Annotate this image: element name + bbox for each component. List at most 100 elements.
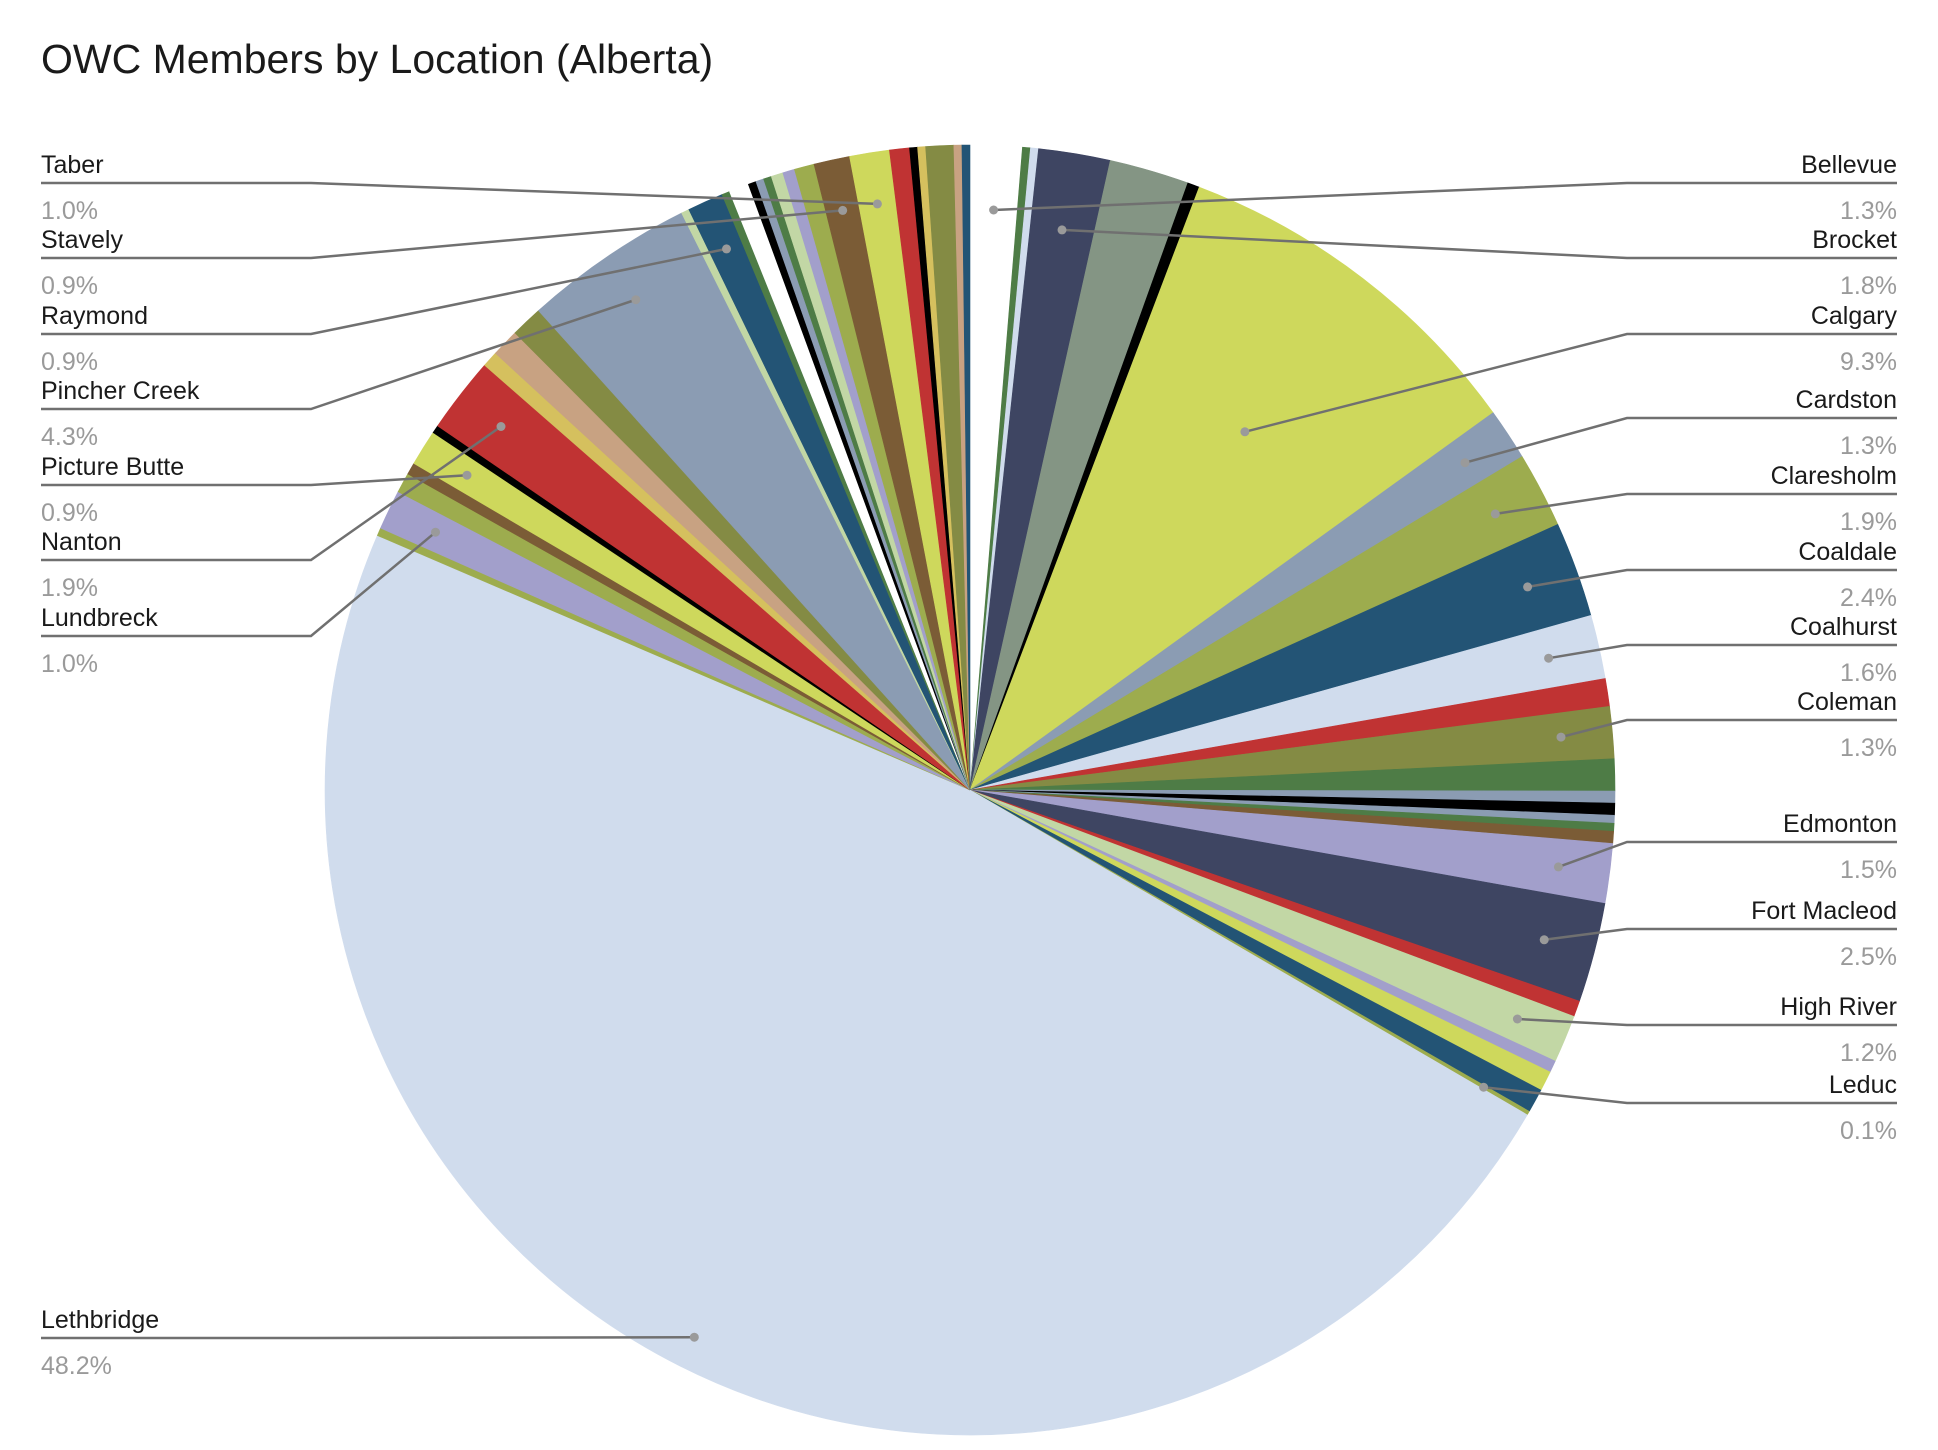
label-picture-butte: Picture Butte 0.9%: [41, 453, 472, 527]
slice-label: Coleman: [1797, 688, 1897, 716]
leader-line: [41, 473, 468, 487]
leader-line: [1560, 718, 1897, 739]
slice-label: Nanton: [41, 528, 122, 556]
label-lethbridge: Lethbridge 48.2%: [41, 1306, 699, 1380]
slice-percent: 0.9%: [41, 272, 98, 300]
label-coleman: Coleman 1.3%: [1556, 688, 1897, 762]
label-coaldale: Coaldale 2.4%: [1523, 538, 1897, 612]
leader-line: [993, 181, 1897, 212]
slice-percent: 48.2%: [41, 1352, 112, 1380]
slice-percent: 1.3%: [1840, 197, 1897, 225]
label-brocket: Brocket 1.8%: [1057, 225, 1897, 300]
label-cardston: Cardston 1.3%: [1460, 386, 1897, 468]
slice-label: Leduc: [1829, 1071, 1897, 1099]
label-leduc: Leduc 0.1%: [1479, 1071, 1897, 1145]
leader-dot: [1523, 582, 1533, 592]
slice-label: Brocket: [1812, 226, 1897, 254]
leader-dot: [1240, 427, 1250, 437]
slice-percent: 1.3%: [1840, 734, 1897, 762]
leader-line: [1061, 228, 1897, 260]
leader-line: [41, 298, 637, 411]
slice-percent: 1.8%: [1840, 272, 1897, 300]
leader-line: [1544, 927, 1897, 942]
slice-percent: 1.9%: [1840, 508, 1897, 536]
slice-percent: 0.9%: [41, 348, 98, 376]
slice-percent: 1.3%: [1840, 432, 1897, 460]
label-high-river: High River 1.2%: [1512, 993, 1897, 1067]
label-edmonton: Edmonton 1.5%: [1553, 810, 1897, 884]
slice-label: Fort Macleod: [1751, 897, 1897, 925]
slice-percent: 2.5%: [1840, 943, 1897, 971]
leader-dot: [722, 244, 731, 254]
slice-label: Cardston: [1796, 386, 1897, 414]
leader-dot: [631, 295, 641, 305]
slice-percent: 1.9%: [41, 574, 98, 602]
leader-line: [1464, 416, 1897, 464]
slice-percent: 1.2%: [1840, 1039, 1897, 1067]
leader-line: [41, 181, 878, 206]
label-taber: Taber 1.0%: [41, 151, 882, 225]
slice-percent: 2.4%: [1840, 584, 1897, 612]
leader-dot: [462, 470, 472, 480]
slice-label: Claresholm: [1771, 462, 1897, 490]
slice-percent: 1.0%: [41, 197, 98, 225]
label-nanton: Nanton 1.9%: [41, 422, 506, 602]
slice-56: [961, 144, 971, 791]
label-coalhurst: Coalhurst 1.6%: [1544, 613, 1897, 687]
slice-label: Taber: [41, 151, 104, 179]
slice-label: Raymond: [41, 302, 148, 330]
leader-line: [1527, 568, 1897, 589]
leader-dot: [1490, 509, 1500, 519]
leader-line: [41, 209, 843, 260]
leader-dot: [989, 205, 999, 215]
leader-line: [1483, 1085, 1897, 1105]
slice-label: Edmonton: [1783, 810, 1897, 838]
leader-dot: [689, 1332, 699, 1342]
slice-label: Stavely: [41, 226, 123, 254]
leader-line: [1548, 643, 1897, 660]
label-stavely: Stavely 0.9%: [41, 205, 848, 300]
slice-percent: 1.6%: [1840, 659, 1897, 687]
leader-dot: [1556, 732, 1566, 742]
slice-label: Calgary: [1811, 302, 1898, 330]
leader-line: [41, 425, 502, 562]
label-fort-macleod: Fort Macleod 2.5%: [1539, 897, 1897, 971]
slice-label: Picture Butte: [41, 453, 184, 481]
label-claresholm: Claresholm 1.9%: [1490, 462, 1897, 536]
slice-percent: 9.3%: [1840, 348, 1897, 376]
slice-percent: 1.5%: [1840, 856, 1897, 884]
leader-dot: [1544, 653, 1554, 663]
leader-line: [1495, 492, 1897, 516]
slice-label: Coaldale: [1798, 538, 1897, 566]
leader-dot: [496, 422, 506, 431]
leader-line: [1244, 332, 1897, 434]
label-calgary: Calgary 9.3%: [1240, 302, 1898, 437]
slice-label: Pincher Creek: [41, 377, 200, 405]
slice-percent: 0.1%: [1840, 1117, 1897, 1145]
label-lundbreck: Lundbreck 1.0%: [41, 527, 440, 678]
label-pincher-creek: Pincher Creek 4.3%: [41, 295, 641, 451]
leader-dot: [1512, 1014, 1522, 1024]
slice-label: Lundbreck: [41, 604, 158, 632]
slice-pincher-creek: [538, 212, 971, 791]
slice-label: High River: [1780, 993, 1897, 1021]
leader-line: [41, 531, 437, 638]
label-bellevue: Bellevue 1.3%: [989, 151, 1897, 225]
slice-lethbridge: [324, 535, 1528, 1436]
leader-line: [1517, 1017, 1897, 1027]
leader-dot: [1539, 935, 1549, 945]
leader-dot: [1553, 862, 1563, 872]
leader-dot: [1057, 225, 1067, 235]
leader-line: [41, 1335, 695, 1340]
leader-dot: [838, 205, 848, 215]
slice-percent: 4.3%: [41, 423, 98, 451]
chart-title: OWC Members by Location (Alberta): [41, 36, 714, 82]
slice-percent: 0.9%: [41, 499, 98, 527]
leader-dot: [872, 199, 882, 209]
pie-slices: [324, 144, 1616, 1436]
leader-line: [41, 247, 727, 336]
